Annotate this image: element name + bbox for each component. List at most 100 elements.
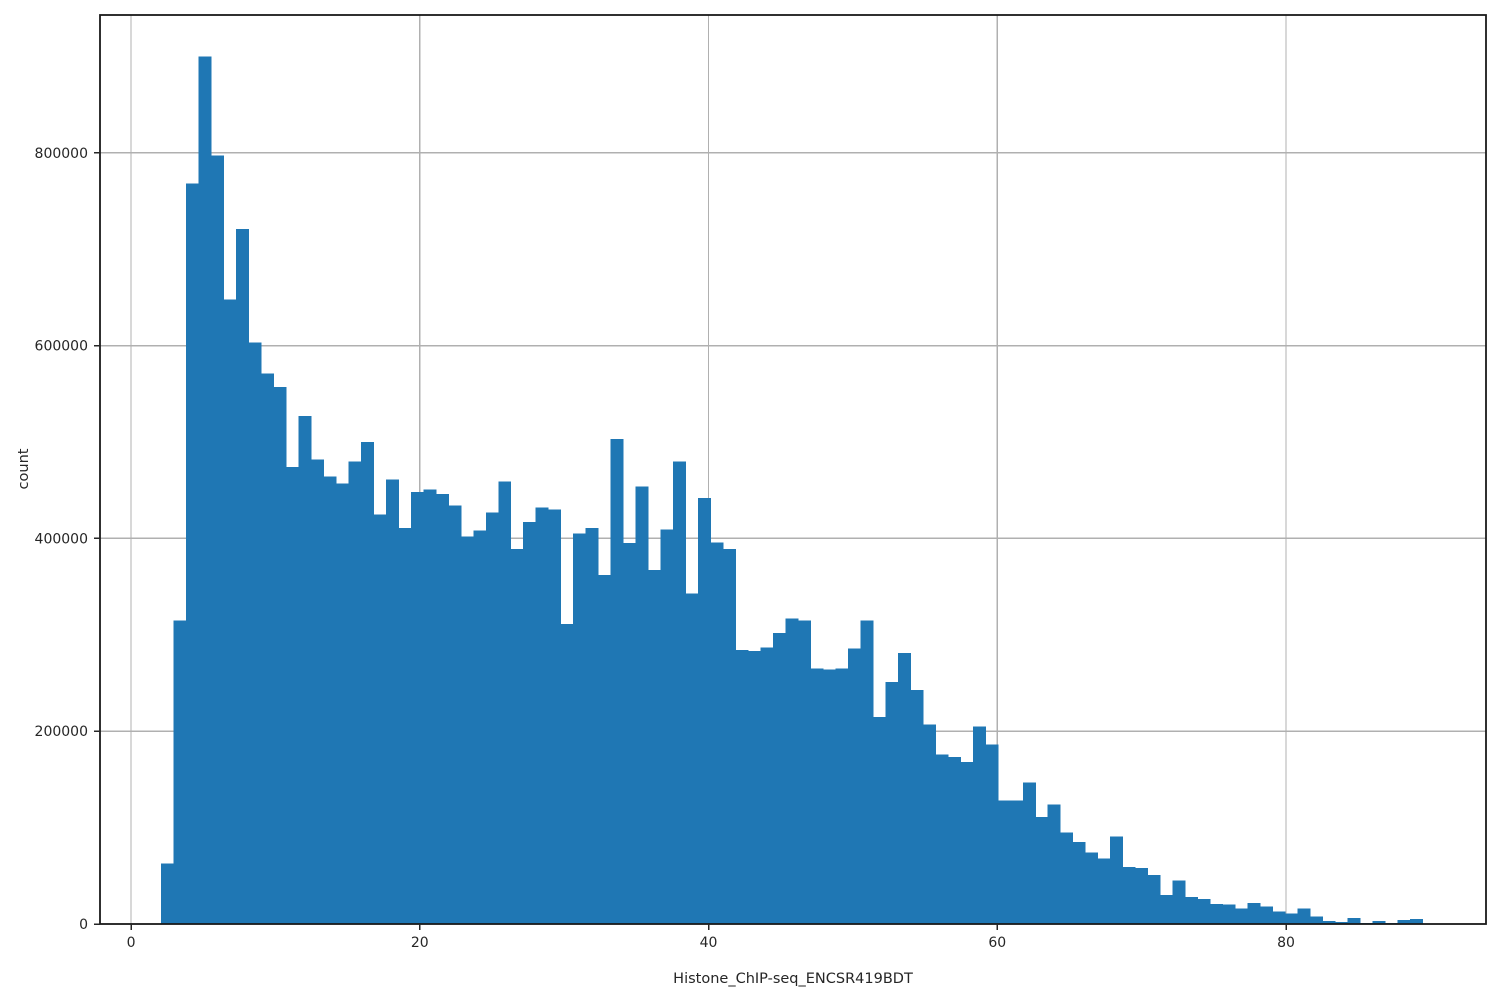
histogram-bar — [1022, 782, 1036, 924]
histogram-bar — [822, 669, 836, 924]
histogram-bar — [1334, 922, 1348, 924]
histogram-bar — [161, 863, 175, 924]
histogram-bar — [448, 505, 462, 924]
x-tick-label: 80 — [1277, 935, 1295, 951]
histogram-bar — [1347, 918, 1361, 924]
histogram-bar — [673, 461, 687, 924]
histogram-bar — [1322, 921, 1336, 924]
histogram-bar — [186, 183, 200, 924]
histogram-bar — [785, 618, 799, 924]
histogram-bar — [1260, 906, 1274, 924]
histogram-bar — [1397, 920, 1411, 924]
histogram-bar — [248, 342, 262, 925]
histogram-bar — [360, 442, 374, 924]
histogram-bar — [735, 650, 749, 924]
histogram-bar — [1210, 903, 1224, 924]
histogram-bar — [410, 492, 424, 924]
histogram-bar — [573, 533, 587, 924]
histogram-bar — [935, 754, 949, 924]
histogram-bar — [1272, 911, 1286, 924]
histogram-bar — [323, 476, 337, 924]
histogram-bar — [1135, 868, 1149, 924]
histogram-bar — [897, 653, 911, 924]
histogram-bar — [1035, 817, 1049, 924]
histogram-bar — [748, 651, 762, 924]
histogram-bar — [635, 486, 649, 924]
histogram-bar — [972, 726, 986, 924]
histogram-bar — [198, 56, 212, 924]
histogram-bar — [623, 543, 637, 924]
histogram-bar — [460, 536, 474, 924]
histogram-bar — [648, 570, 662, 924]
histogram-bar — [335, 483, 349, 924]
histogram-bar — [710, 542, 724, 924]
histogram-bar — [298, 416, 312, 924]
histogram-bar — [285, 467, 299, 924]
histogram-bar — [910, 689, 924, 924]
y-tick-label: 0 — [79, 917, 88, 933]
histogram-bar — [773, 632, 786, 924]
histogram-bar — [1285, 913, 1299, 924]
histogram-bar — [1409, 919, 1423, 924]
histogram-bar — [398, 527, 412, 924]
histogram-bar — [997, 800, 1011, 924]
histogram-bar — [173, 620, 187, 924]
histogram-bar — [1010, 800, 1024, 924]
histogram-bar — [348, 461, 362, 924]
histogram-bar — [1072, 842, 1086, 924]
histogram-bar — [598, 575, 612, 924]
histogram-bar — [510, 549, 524, 924]
histogram-bar — [211, 155, 225, 924]
histogram-bar — [1172, 880, 1186, 924]
histogram-bar — [485, 512, 499, 924]
histogram-bar — [797, 620, 811, 924]
histogram-bar — [660, 529, 674, 924]
histogram-bar — [535, 507, 549, 924]
histogram-bar — [947, 757, 961, 924]
histogram-bar — [435, 494, 449, 924]
histogram-bar — [385, 479, 399, 924]
histogram-bar — [310, 459, 324, 924]
histogram-bar — [1060, 832, 1074, 924]
y-tick-label: 800000 — [35, 146, 88, 162]
histogram-bar — [223, 299, 237, 924]
x-tick-label: 60 — [988, 935, 1006, 951]
histogram-bars — [161, 56, 1423, 925]
histogram-bar — [885, 682, 899, 924]
histogram-bar — [1147, 874, 1161, 924]
tick-marks — [94, 152, 1287, 930]
histogram-bar — [260, 373, 274, 924]
histogram-bar — [847, 648, 861, 924]
histogram-bar — [960, 762, 974, 924]
histogram-bar — [1085, 852, 1099, 924]
histogram-bar — [1197, 898, 1211, 924]
histogram-bar — [685, 593, 699, 924]
histogram-bar — [1047, 804, 1061, 924]
histogram-bar — [698, 497, 712, 924]
y-tick-label: 600000 — [35, 339, 88, 355]
histogram-bar — [985, 744, 999, 924]
histogram-bar — [523, 522, 537, 924]
x-tick-label: 20 — [411, 935, 429, 951]
histogram-bar — [760, 647, 774, 924]
y-tick-labels: 0 200000 400000 600000 800000 — [35, 146, 88, 933]
histogram-bar — [860, 620, 874, 924]
y-axis-label: count — [16, 448, 32, 489]
histogram-bar — [473, 530, 487, 924]
histogram-bar — [273, 387, 287, 924]
histogram-bar — [236, 228, 249, 925]
histogram-bar — [810, 668, 824, 924]
histogram-bar — [1297, 908, 1311, 924]
histogram-bar — [1310, 916, 1323, 924]
histogram-bar — [373, 514, 387, 924]
histogram-bar — [548, 509, 562, 924]
histogram-bar — [498, 481, 512, 924]
x-tick-label: 40 — [700, 935, 718, 951]
histogram-bar — [723, 549, 737, 924]
histogram-bar — [1222, 904, 1236, 924]
histogram-bar — [1122, 867, 1136, 924]
x-tick-labels: 0 20 40 60 80 — [127, 935, 1295, 951]
axes-spines — [99, 14, 1487, 925]
